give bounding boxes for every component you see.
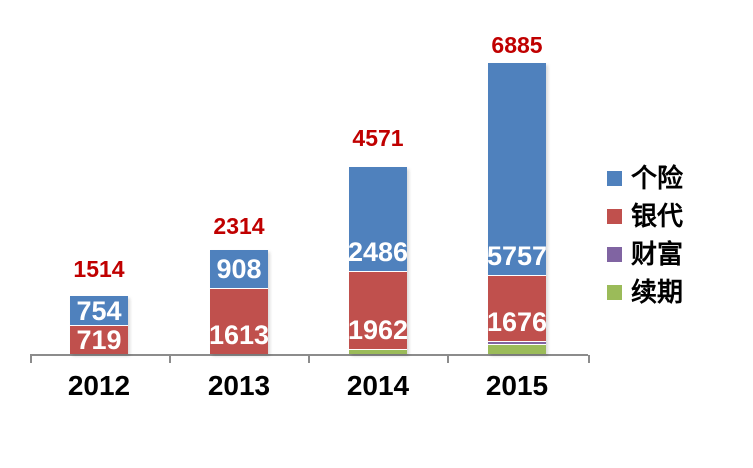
bar-2015: 5757 1676 — [487, 63, 547, 354]
bar-segment — [488, 341, 546, 344]
bar-2014: 2486 1962 — [348, 167, 408, 354]
legend: 个险 银代 财富 续期 — [607, 164, 683, 316]
legend-item: 银代 — [607, 202, 683, 230]
axis-tick — [169, 355, 171, 363]
segment-value-label: 908 — [216, 254, 262, 284]
legend-color-swatch — [607, 170, 622, 186]
x-axis-label: 2012 — [67, 370, 131, 401]
legend-color-swatch — [607, 208, 622, 224]
segment-value-label: 2486 — [347, 237, 409, 267]
legend-label: 续期 — [631, 277, 684, 307]
legend-label: 银代 — [631, 201, 684, 231]
segment-value-label: 5757 — [486, 241, 548, 271]
total-value-label: 2314 — [213, 213, 265, 239]
bar-segment: 1613 — [209, 288, 269, 354]
bar-segment — [488, 344, 546, 354]
bar-segment: 908 — [210, 250, 268, 288]
axis-tick — [447, 355, 449, 363]
segment-value-label: 1962 — [347, 315, 409, 345]
total-value-label: 1514 — [73, 256, 125, 282]
total-value-label: 4571 — [352, 125, 404, 151]
bar-segment: 754 — [70, 296, 128, 325]
axis-tick — [308, 355, 310, 363]
segment-value-label: 1676 — [486, 307, 548, 337]
legend-color-swatch — [607, 246, 622, 262]
axis-tick — [30, 355, 32, 363]
legend-color-swatch — [607, 284, 622, 300]
bar-segment: 1962 — [348, 271, 408, 349]
x-axis-label: 2014 — [346, 370, 410, 401]
bar-segment: 719 — [70, 325, 128, 354]
segment-value-label: 754 — [76, 296, 122, 326]
bar-2012: 754 719 — [70, 296, 128, 354]
bar-segment: 1676 — [487, 275, 547, 341]
total-value-label: 6885 — [491, 32, 543, 58]
segment-value-label: 719 — [76, 325, 122, 355]
legend-item: 个险 — [607, 164, 683, 192]
segment-value-label: 1613 — [208, 320, 270, 350]
x-axis-label: 2015 — [485, 370, 549, 401]
legend-label: 财富 — [631, 239, 684, 269]
bar-segment — [349, 349, 407, 354]
axis-tick — [588, 355, 590, 363]
bar-segment: 2486 — [348, 167, 408, 271]
bar-segment: 5757 — [487, 63, 547, 275]
bar-2013: 908 1613 — [209, 250, 269, 354]
x-axis-label: 2013 — [207, 370, 271, 401]
legend-item: 续期 — [607, 278, 683, 306]
legend-item: 财富 — [607, 240, 683, 268]
legend-label: 个险 — [631, 163, 684, 193]
